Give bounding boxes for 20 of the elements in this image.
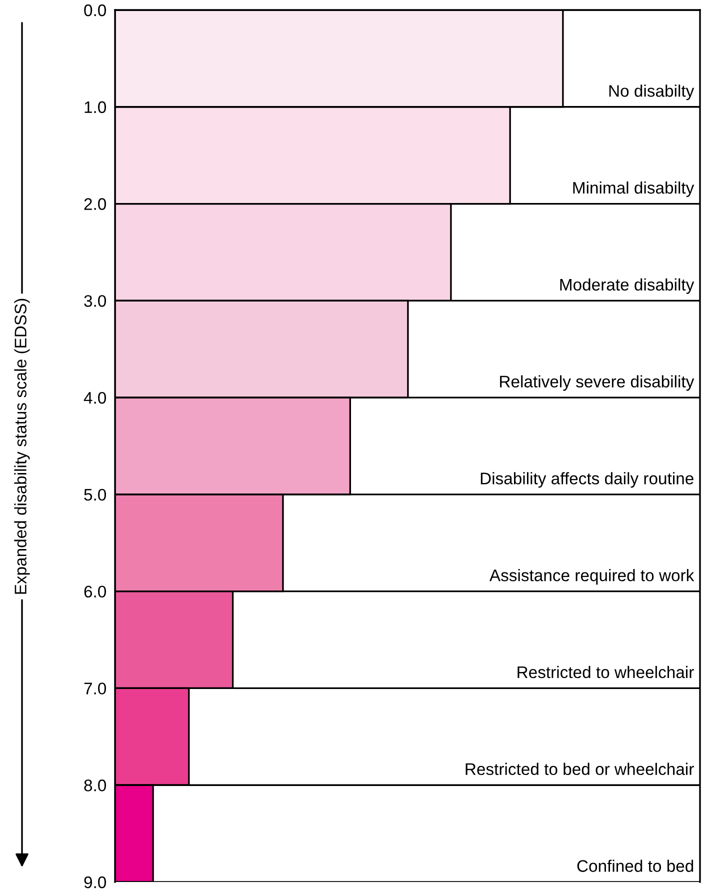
text: No disabilty	[609, 84, 694, 100]
annotation: Restricted to wheelchair	[518, 666, 694, 678]
y-tick-label: 5.0	[84, 488, 106, 501]
annotation: Assistance required to work	[489, 569, 694, 585]
text: Minimal disabilty	[573, 181, 694, 198]
y-tick-label: 0.0	[84, 4, 106, 16]
annotation: Disability affects daily routine	[480, 472, 694, 488]
text: Confined to bed	[577, 860, 694, 872]
annotation: Moderate disabilty	[560, 278, 694, 294]
y-tick-label: 4.0	[84, 392, 106, 404]
y-tick-label: 8.0	[84, 780, 106, 792]
annotation: Restricted to bed or wheelchair	[466, 762, 694, 776]
y-axis-title: Expanded disability status scale (EDSS)	[14, 298, 30, 594]
y-tick-label: 2.0	[84, 198, 106, 210]
y-tick-label: 7.0	[84, 682, 106, 694]
annotation: Relatively severe disability	[500, 375, 694, 391]
y-tick-label: 6.0	[84, 586, 106, 598]
y-tick-label: 1.0	[84, 101, 106, 114]
y-tick-label: 3.0	[84, 295, 106, 307]
y-tick-label: 9.0	[84, 876, 106, 888]
